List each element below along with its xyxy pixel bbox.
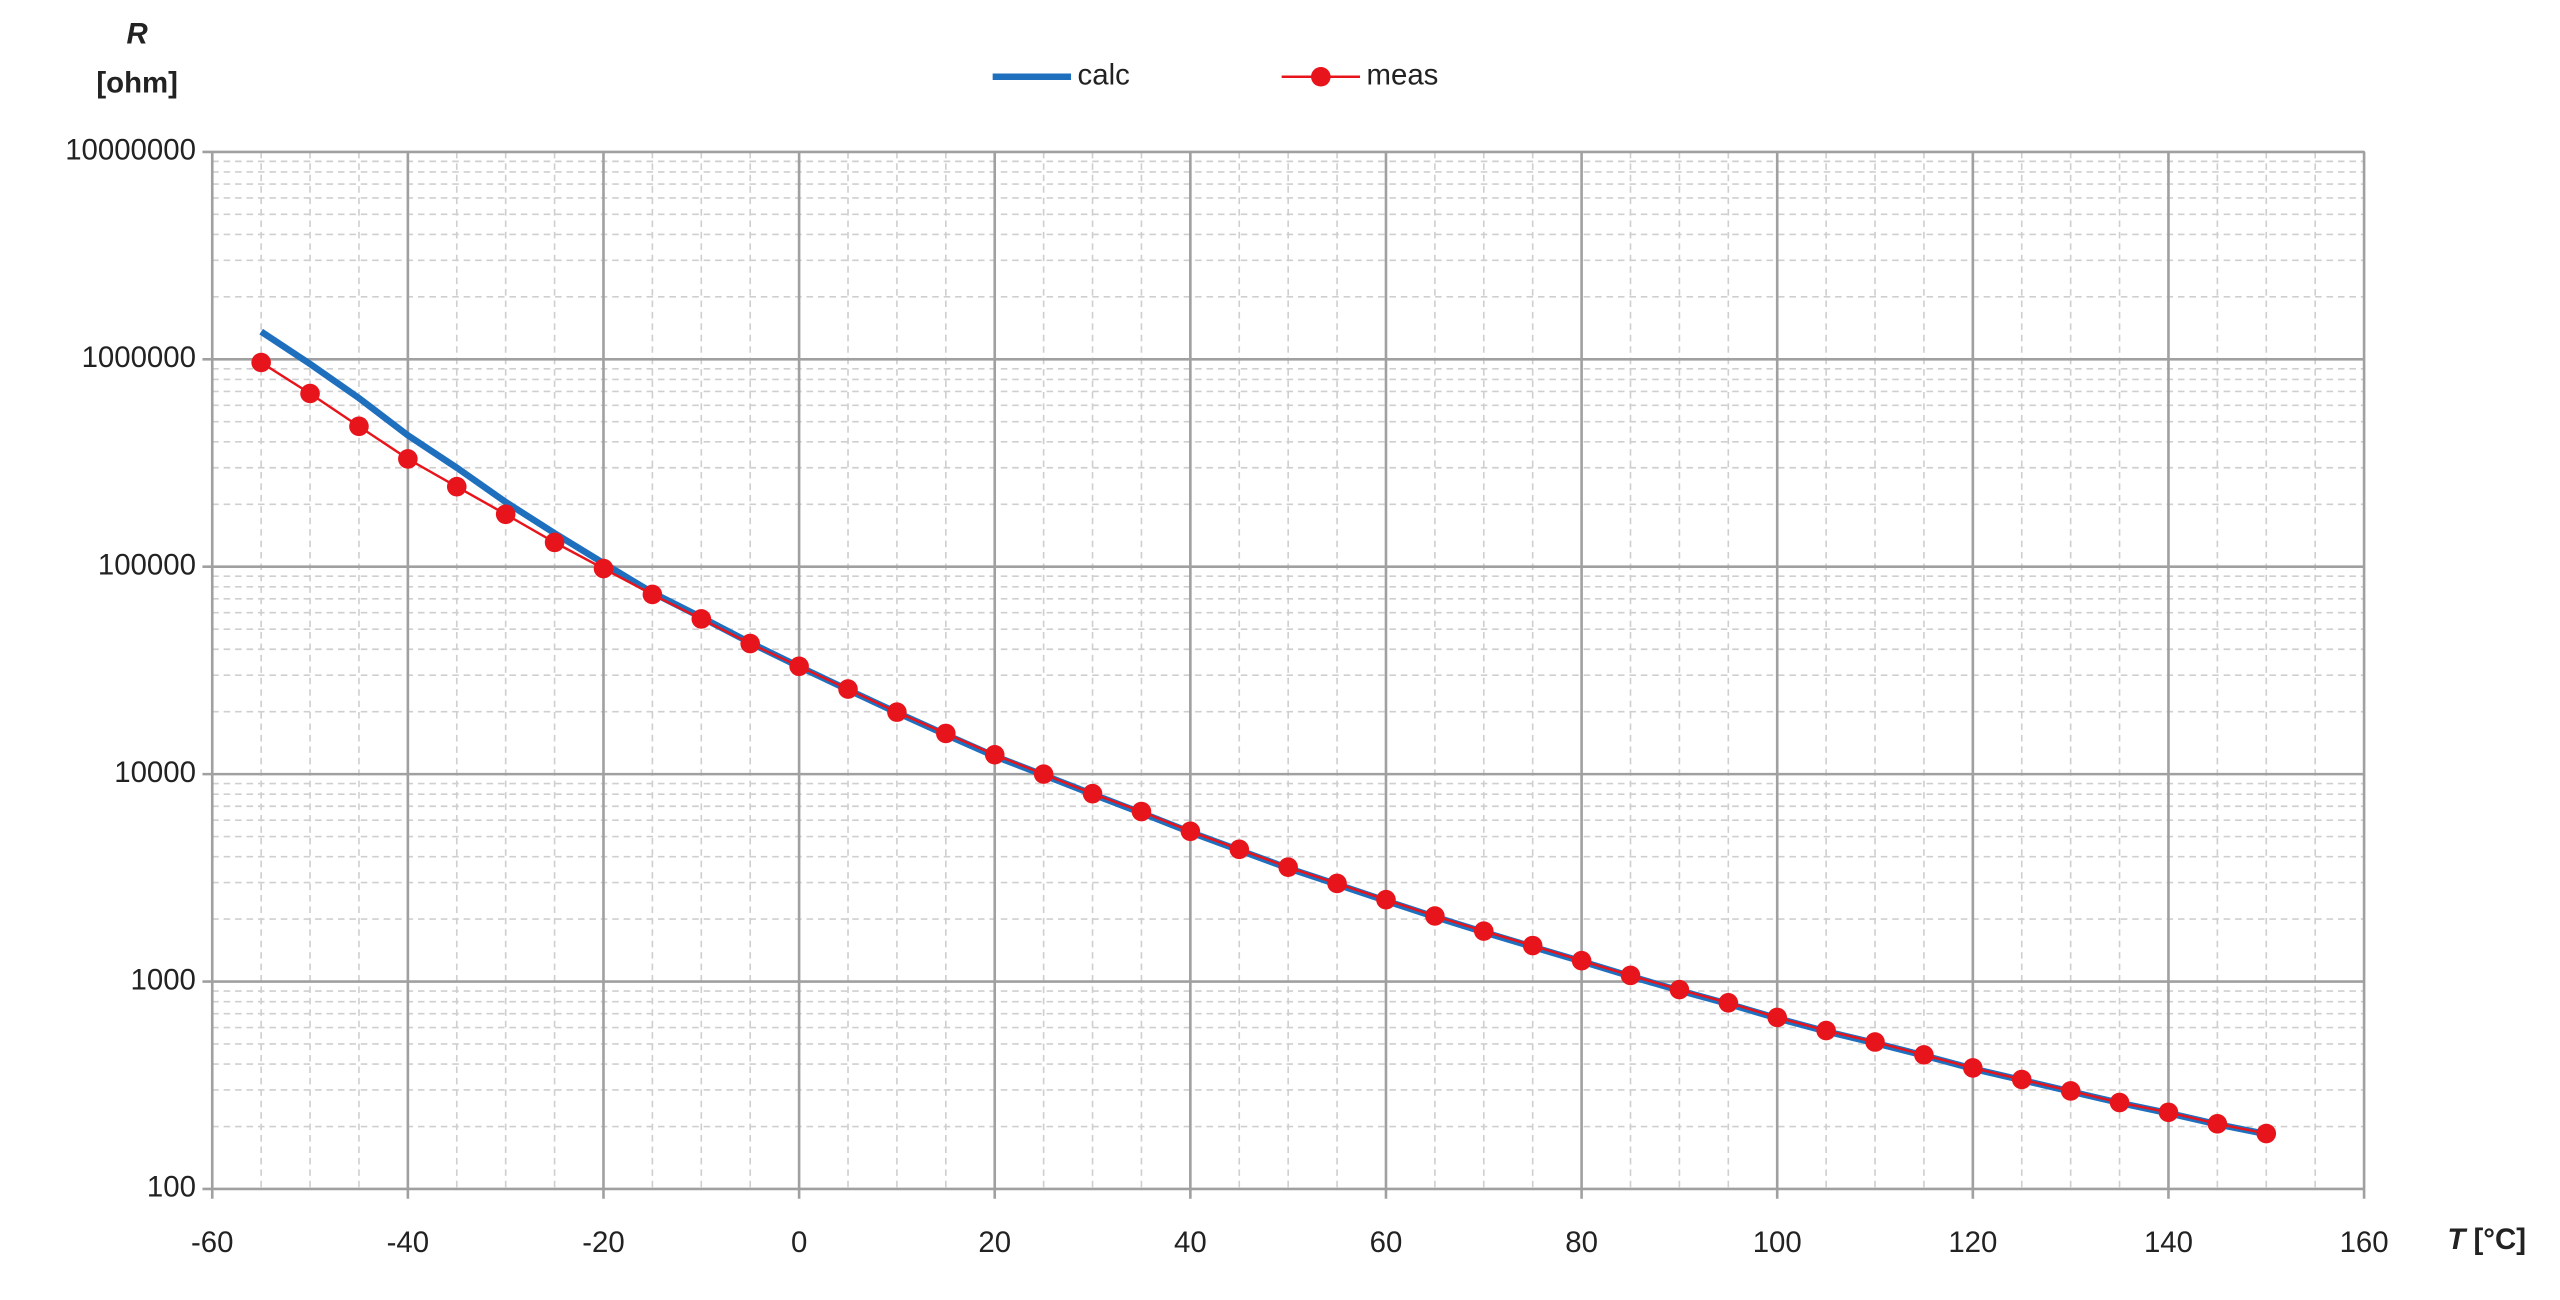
data-point <box>1571 950 1592 971</box>
data-point <box>1816 1020 1836 1041</box>
data-point <box>1278 857 1298 877</box>
data-point <box>349 416 369 437</box>
x-axis-symbol: T <box>2447 1223 2468 1256</box>
data-point <box>1131 801 1152 822</box>
data-point <box>2060 1081 2081 1101</box>
y-axis-symbol: R <box>127 18 149 51</box>
data-point <box>984 744 1005 765</box>
data-point <box>251 352 271 373</box>
data-point <box>1082 783 1103 804</box>
y-axis-unit: [ohm] <box>96 67 178 100</box>
x-tick-label: 20 <box>978 1226 1011 1259</box>
data-point <box>495 504 516 525</box>
data-point <box>2207 1114 2228 1134</box>
y-tick-label: 1000000 <box>82 341 196 374</box>
data-point <box>740 633 760 654</box>
data-point <box>1620 965 1641 986</box>
data-point <box>593 558 614 579</box>
x-tick-label: -60 <box>191 1226 233 1259</box>
data-point <box>1718 992 1739 1013</box>
data-point <box>642 584 663 605</box>
data-point <box>1229 839 1250 860</box>
y-tick-label: 1000 <box>131 963 196 996</box>
x-tick-label: 60 <box>1370 1226 1403 1259</box>
legend-label: calc <box>1078 59 1130 92</box>
x-tick-label: 120 <box>1948 1226 1997 1259</box>
x-tick-label: 140 <box>2144 1226 2193 1259</box>
data-point <box>789 656 809 677</box>
x-tick-label: 100 <box>1753 1226 1802 1259</box>
data-point <box>1033 764 1054 784</box>
data-point <box>2158 1102 2179 1123</box>
data-point <box>2109 1092 2130 1113</box>
y-tick-label: 100000 <box>98 548 196 581</box>
data-point <box>1376 889 1396 910</box>
x-tick-label: 0 <box>791 1226 807 1259</box>
x-axis-unit: [°C] <box>2473 1223 2526 1256</box>
data-point <box>1767 1007 1788 1028</box>
y-tick-label: 10000 <box>114 756 196 789</box>
data-point <box>887 702 907 722</box>
data-point <box>1522 935 1543 956</box>
data-point <box>1669 979 1690 1000</box>
data-point <box>1425 906 1445 926</box>
data-point <box>1180 821 1201 842</box>
data-point <box>544 532 565 553</box>
y-tick-label: 100 <box>147 1171 196 1204</box>
data-point <box>1963 1058 1983 1078</box>
data-point <box>838 679 858 699</box>
x-tick-label: 40 <box>1174 1226 1207 1259</box>
y-tick-label: 10000000 <box>65 134 196 167</box>
data-point <box>300 383 320 404</box>
data-point <box>691 609 712 629</box>
data-point <box>446 476 467 497</box>
data-point <box>398 449 418 469</box>
data-point <box>2256 1123 2277 1144</box>
legend-label: meas <box>1367 59 1439 92</box>
legend-marker <box>1311 66 1331 87</box>
data-point <box>936 723 956 744</box>
data-point <box>1327 873 1347 894</box>
x-tick-label: 160 <box>2340 1226 2389 1259</box>
data-point <box>1473 921 1494 941</box>
data-point <box>2011 1069 2032 1090</box>
data-point <box>1865 1032 1885 1052</box>
data-point <box>1914 1045 1934 1065</box>
x-tick-label: -20 <box>582 1226 624 1259</box>
x-tick-label: -40 <box>387 1226 429 1259</box>
x-tick-label: 80 <box>1565 1226 1598 1259</box>
